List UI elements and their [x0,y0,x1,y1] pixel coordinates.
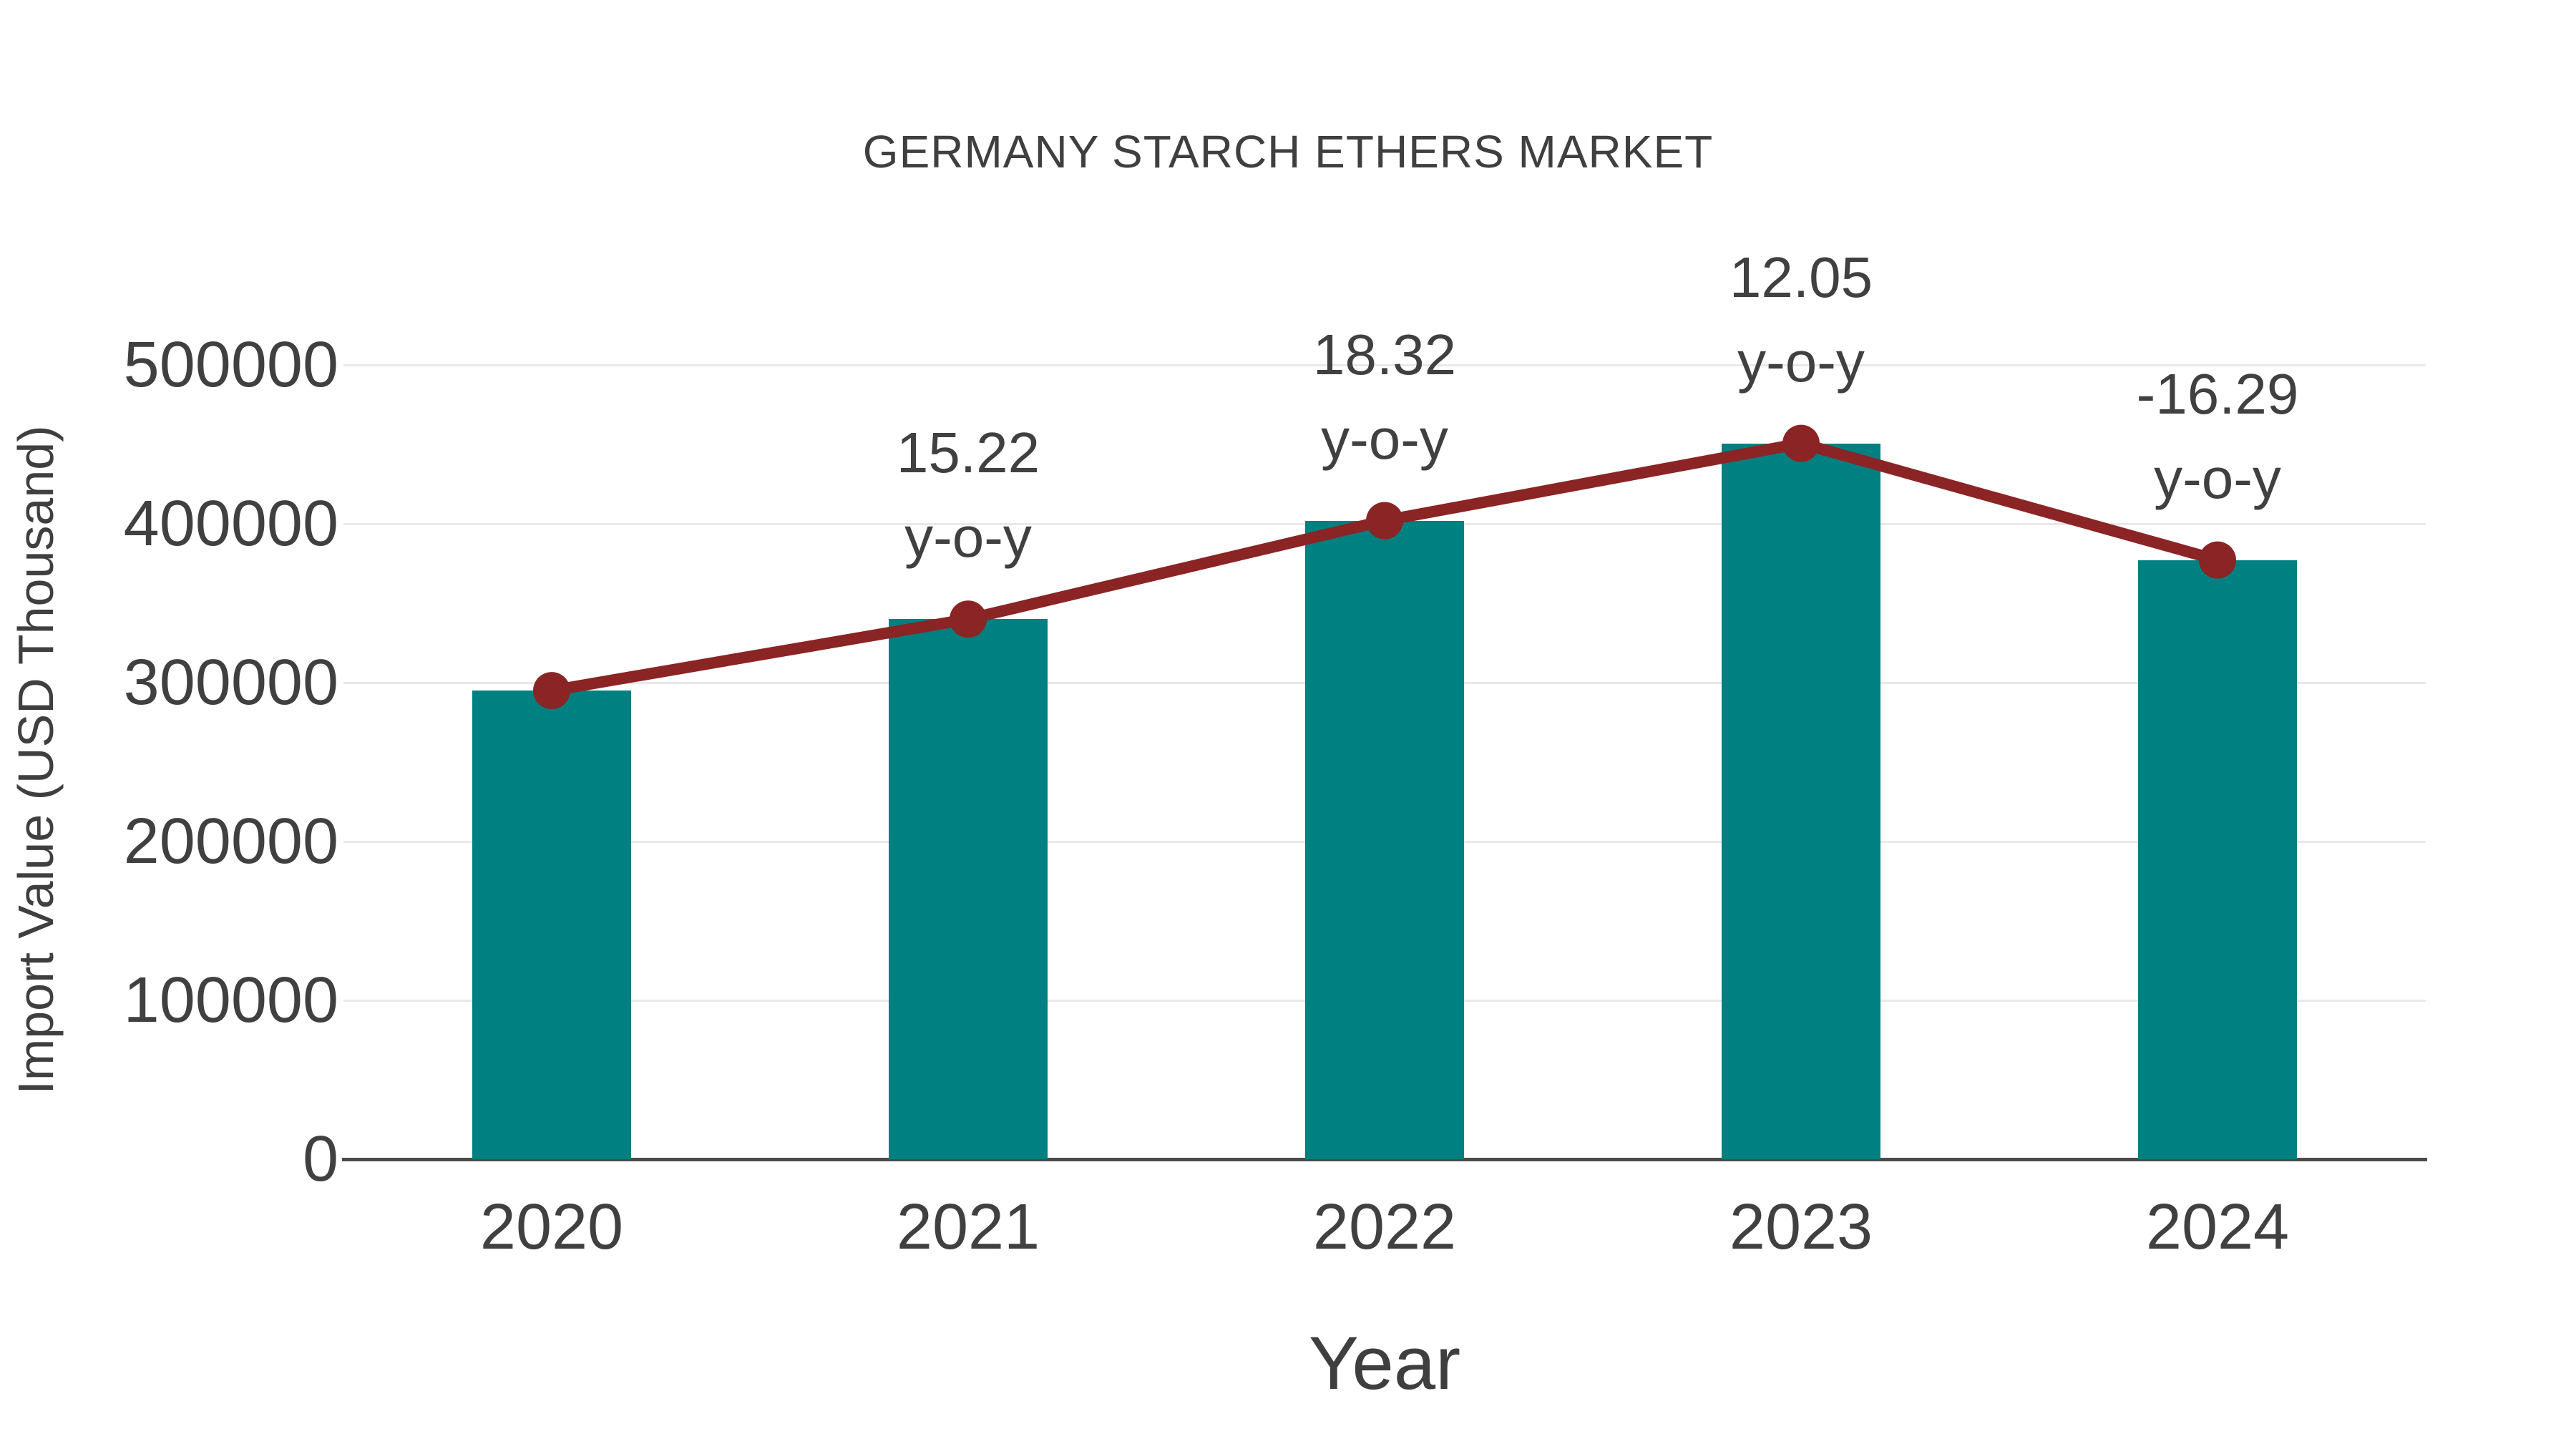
y-tick-label-400000: 400000 [123,488,338,560]
yoy-annotation-suffix: y-o-y [904,505,1032,570]
chart-title: GERMANY STARCH ETHERS MARKET [862,126,1714,177]
x-tick-label-2024: 2024 [2145,1191,2290,1263]
bar-2022 [1305,520,1464,1159]
x-tick-label-2020: 2020 [479,1191,624,1263]
y-tick-label-0: 0 [302,1123,338,1195]
bar-2024 [2138,560,2297,1159]
bar-2021 [889,619,1048,1159]
yoy-annotation-value: 15.22 [896,421,1040,485]
x-tick-label-2023: 2023 [1729,1191,1873,1263]
bar-2023 [1722,443,1880,1159]
yoy-annotation-value: 18.32 [1312,322,1457,386]
y-tick-label-200000: 200000 [123,806,338,877]
yoy-annotation-2023: 12.05 y-o-y [1586,235,2016,404]
yoy-annotation-2022: 18.32 y-o-y [1170,313,1599,482]
x-tick-label-2022: 2022 [1312,1191,1457,1263]
bar-2020 [472,691,631,1159]
x-axis-title: Year [1308,1322,1461,1405]
yoy-annotation-2024: -16.29 y-o-y [2003,352,2432,521]
x-axis-line [342,1158,2427,1161]
x-tick-label-2021: 2021 [896,1191,1040,1263]
y-tick-label-500000: 500000 [123,329,338,401]
yoy-annotation-value: -16.29 [2136,361,2299,426]
gridline-500000 [343,364,2426,366]
yoy-annotation-suffix: y-o-y [2154,446,2281,510]
yoy-annotation-value: 12.05 [1729,245,1873,309]
y-tick-label-300000: 300000 [123,647,338,718]
yoy-annotation-2021: 15.22 y-o-y [753,411,1183,580]
y-tick-label-100000: 100000 [123,965,338,1036]
yoy-annotation-suffix: y-o-y [1737,329,1865,394]
yoy-annotation-suffix: y-o-y [1321,406,1448,471]
